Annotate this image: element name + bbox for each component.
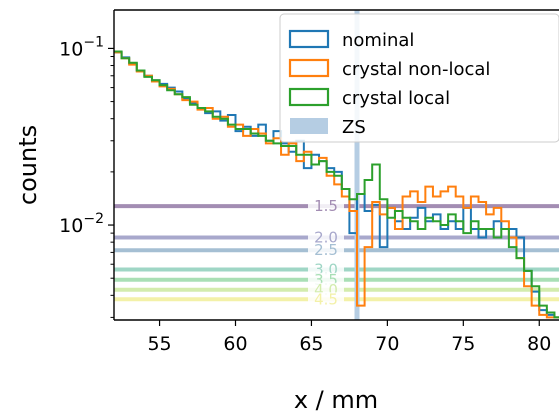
legend-label: nominal — [342, 30, 414, 51]
legend-entry-ZS: ZS — [290, 117, 366, 138]
x-tick-label-65: 65 — [299, 333, 323, 355]
legend-swatch — [290, 118, 328, 134]
legend-label: crystal local — [342, 88, 450, 109]
legend: nominal crystal non-local crystal local ZS — [279, 13, 559, 143]
x-axis-label: x / mm — [294, 386, 378, 414]
legend-entry-crystal-non-local: crystal non-local — [288, 58, 490, 80]
svg-text:2.5: 2.5 — [314, 241, 338, 259]
zs-band — [354, 10, 360, 320]
x-tick-label-55: 55 — [147, 333, 171, 355]
legend-label: ZS — [342, 117, 366, 138]
contour-label-1.5: 1.5 — [308, 197, 344, 215]
legend-swatch — [288, 87, 330, 107]
legend-entry-crystal-local: crystal local — [288, 87, 450, 109]
x-tick-label-60: 60 — [223, 333, 247, 355]
contour-label-4.5: 4.5 — [308, 290, 344, 308]
legend-entry-nominal: nominal — [288, 29, 414, 51]
legend-label: crystal non-local — [342, 59, 490, 80]
y-axis-label: counts — [14, 125, 42, 205]
series-crystal-local — [114, 50, 559, 319]
contour-label-2.0: 2.0 — [308, 229, 344, 247]
svg-text:1.5: 1.5 — [314, 197, 338, 215]
legend-swatch — [288, 29, 330, 49]
svg-text:2.0: 2.0 — [314, 229, 338, 247]
x-tick-label-80: 80 — [527, 333, 551, 355]
legend-box — [279, 13, 559, 143]
x-tick-label-70: 70 — [375, 333, 399, 355]
legend-swatch — [288, 58, 330, 78]
contour-label-2.5: 2.5 — [308, 241, 344, 259]
y-tick-label-0.01: 10−2 — [59, 211, 104, 237]
svg-text:4.5: 4.5 — [314, 290, 338, 308]
x-tick-label-75: 75 — [451, 333, 475, 355]
y-tick-label-0.1: 10−1 — [59, 34, 104, 60]
